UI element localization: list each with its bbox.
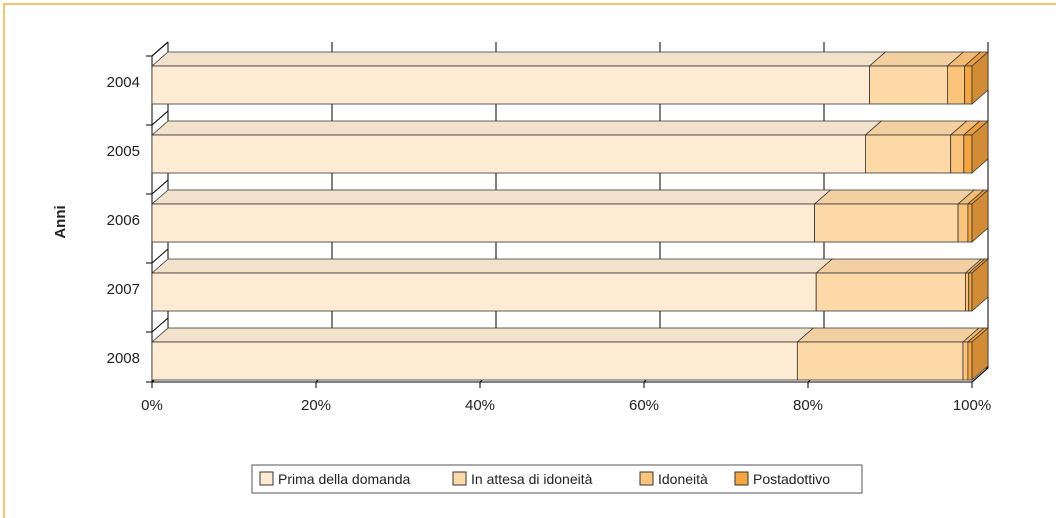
legend-box — [251, 464, 863, 494]
bar-2006-0 — [150, 189, 832, 243]
x-tick-labels: 0% 20% 40% 60% 80% 100% — [141, 397, 991, 414]
legend-label: In attesa di idoneità — [471, 471, 593, 487]
bar-2006-1 — [813, 189, 976, 243]
x-tick-label: 80% — [793, 397, 823, 414]
legend-swatch — [639, 471, 654, 486]
bar-2008-3 — [966, 327, 990, 381]
y-tick-label: 2005 — [107, 143, 140, 160]
y-tick-label: 2008 — [107, 350, 140, 367]
legend-entry: In attesa di idoneità — [452, 471, 593, 487]
y-tick-labels: 2004 2005 2006 2007 2008 — [107, 74, 140, 367]
bar-2007-3 — [967, 258, 990, 312]
x-tick-label: 20% — [301, 397, 331, 414]
y-axis-label: Anni — [52, 205, 69, 238]
chart-frame — [3, 3, 1056, 518]
bar-2007-0 — [150, 258, 834, 312]
x-tick-label: 100% — [953, 397, 991, 414]
legend-entry: Idoneità — [639, 471, 708, 487]
bar-2008-0 — [150, 327, 815, 381]
y-tick-label: 2007 — [107, 281, 140, 298]
legend-entry: Postadottivo — [734, 471, 830, 487]
legend-swatch — [452, 471, 467, 486]
bar-2007-1 — [815, 258, 983, 312]
x-tick-label: 60% — [629, 397, 659, 414]
bars — [150, 51, 990, 381]
bar-2008-1 — [796, 327, 981, 381]
bar-2005-2 — [949, 120, 981, 174]
legend-label: Prima della domanda — [278, 471, 411, 487]
legend: Prima della domanda In attesa di idoneità… — [251, 464, 863, 494]
y-tick-label: 2004 — [107, 74, 140, 91]
bar-2004-3 — [963, 51, 990, 105]
bar-2005-0 — [150, 120, 883, 174]
x-tick-label: 40% — [465, 397, 495, 414]
bar-2006-3 — [966, 189, 990, 243]
legend-label: Postadottivo — [753, 471, 830, 487]
legend-swatch — [259, 471, 274, 486]
legend-entry: Prima della domanda — [259, 471, 411, 487]
legend-swatch — [734, 471, 749, 486]
legend-label: Idoneità — [658, 471, 708, 487]
bar-2004-0 — [150, 51, 887, 105]
bar-2005-3 — [962, 120, 990, 174]
x-tick-label: 0% — [141, 397, 163, 414]
y-tick-label: 2006 — [107, 212, 140, 229]
